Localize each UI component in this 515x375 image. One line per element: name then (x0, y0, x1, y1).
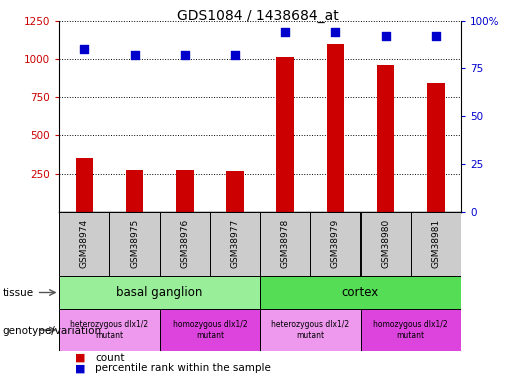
Text: homozygous dlx1/2
mutant: homozygous dlx1/2 mutant (373, 320, 448, 340)
Point (130, 52, 139, 58)
Bar (160, 309, 260, 351)
Bar (126, 170, 143, 212)
Bar (109, 212, 160, 276)
Point (80, 46, 89, 53)
Text: GSM38980: GSM38980 (381, 219, 390, 268)
Bar (360, 309, 461, 351)
Text: ■: ■ (75, 353, 85, 363)
Bar (160, 212, 210, 276)
Bar (360, 212, 410, 276)
Point (331, 29, 339, 35)
Bar (410, 212, 461, 276)
Text: ■: ■ (75, 363, 85, 373)
Bar (327, 44, 344, 212)
Bar (277, 57, 294, 212)
Bar (59, 212, 109, 276)
Text: GSM38977: GSM38977 (231, 219, 239, 268)
Point (181, 52, 189, 58)
Text: GSM38979: GSM38979 (331, 219, 340, 268)
Text: GSM38975: GSM38975 (130, 219, 139, 268)
Text: GSM38974: GSM38974 (80, 219, 89, 268)
Bar (260, 212, 310, 276)
Text: GDS1084 / 1438684_at: GDS1084 / 1438684_at (177, 9, 338, 23)
Bar (427, 82, 444, 212)
Bar (260, 276, 461, 309)
Bar (377, 65, 394, 212)
Text: GSM38978: GSM38978 (281, 219, 289, 268)
Text: homozygous dlx1/2
mutant: homozygous dlx1/2 mutant (173, 320, 247, 340)
Bar (176, 170, 194, 212)
Point (432, 33, 440, 39)
Point (231, 52, 239, 58)
Text: heterozygous dlx1/2
mutant: heterozygous dlx1/2 mutant (271, 320, 349, 340)
Text: cortex: cortex (342, 286, 379, 299)
Text: tissue: tissue (3, 288, 33, 297)
Bar (210, 212, 260, 276)
Text: GSM38981: GSM38981 (432, 219, 440, 268)
Text: count: count (95, 353, 125, 363)
Text: heterozygous dlx1/2
mutant: heterozygous dlx1/2 mutant (71, 320, 148, 340)
Point (382, 33, 390, 39)
Bar (226, 171, 244, 212)
Bar (260, 309, 360, 351)
Bar (59, 309, 160, 351)
Bar (76, 158, 93, 212)
Point (281, 29, 289, 35)
Text: basal ganglion: basal ganglion (116, 286, 203, 299)
Text: genotype/variation: genotype/variation (3, 326, 101, 336)
Bar (59, 276, 260, 309)
Text: GSM38976: GSM38976 (180, 219, 189, 268)
Text: percentile rank within the sample: percentile rank within the sample (95, 363, 271, 373)
Bar (310, 212, 360, 276)
